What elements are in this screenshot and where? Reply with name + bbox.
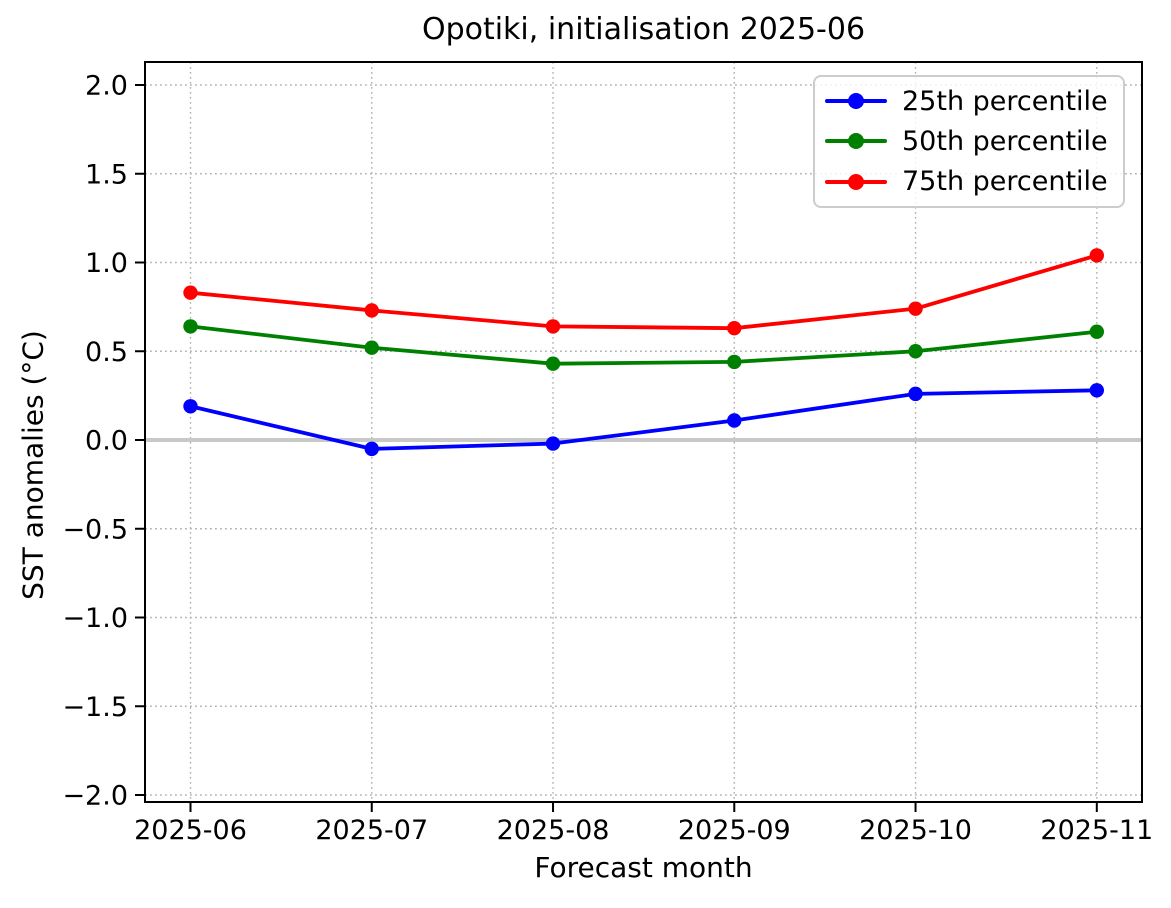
data-point-25th-percentile-2025-11 [1089,383,1105,398]
x-axis-label: Forecast month [534,851,753,884]
y-axis-label: SST anomalies (°C) [16,330,50,600]
x-tick-label: 2025-06 [134,815,247,846]
x-tick-label: 2025-08 [497,815,610,846]
legend-marker-25th-percentile-icon [825,92,887,110]
chart-title: Opotiki, initialisation 2025-06 [421,12,866,47]
x-tick-label: 2025-11 [1040,815,1153,846]
legend: 25th percentile 50th percentile 75th per… [813,75,1125,208]
y-tick-label: 0.5 [85,337,128,368]
legend-label-50th-percentile: 50th percentile [902,125,1108,157]
data-point-75th-percentile-2025-10 [908,301,923,316]
x-tick-label: 2025-10 [859,815,972,846]
series-line-75th-percentile [190,253,1098,331]
data-point-75th-percentile-2025-06 [183,285,198,300]
legend-marker-50th-percentile-icon [825,132,887,150]
data-point-50th-percentile-2025-11 [1089,324,1105,339]
legend-label-25th-percentile: 25th percentile [902,85,1108,117]
data-point-25th-percentile-2025-07 [364,441,379,457]
x-tick-label: 2025-07 [315,815,428,846]
legend-item-25th-percentile: 25th percentile [825,84,1113,119]
data-point-75th-percentile-2025-08 [545,319,561,334]
data-point-50th-percentile-2025-09 [727,354,742,370]
y-tick-label: 0.0 [85,426,128,457]
data-point-25th-percentile-2025-09 [727,413,742,428]
y-tick-label: 1.0 [85,248,128,279]
data-point-75th-percentile-2025-11 [1089,248,1105,263]
series-line-50th-percentile [190,324,1098,366]
y-tick-label: −0.5 [62,514,128,545]
series-line-25th-percentile [190,388,1097,451]
data-point-25th-percentile-2025-08 [545,436,561,451]
data-point-25th-percentile-2025-06 [183,399,198,414]
legend-marker-75th-percentile-icon [825,173,887,191]
x-tick-label: 2025-09 [678,815,791,846]
legend-item-50th-percentile: 50th percentile [825,124,1113,159]
data-point-50th-percentile-2025-06 [183,319,198,334]
data-point-50th-percentile-2025-08 [545,356,561,371]
data-point-50th-percentile-2025-10 [908,344,923,359]
y-tick-label: −1.5 [62,692,128,723]
legend-item-75th-percentile: 75th percentile [825,164,1113,199]
data-point-75th-percentile-2025-09 [727,320,742,336]
data-point-25th-percentile-2025-10 [908,386,923,402]
y-tick-label: 2.0 [85,71,128,102]
axes-frame [144,61,1143,803]
y-tick-label: −1.0 [62,603,128,634]
legend-label-75th-percentile: 75th percentile [902,166,1108,198]
y-tick-label: −2.0 [62,781,128,812]
y-tick-label: 1.5 [85,159,128,190]
data-point-75th-percentile-2025-07 [364,303,379,318]
data-point-50th-percentile-2025-07 [364,340,379,355]
